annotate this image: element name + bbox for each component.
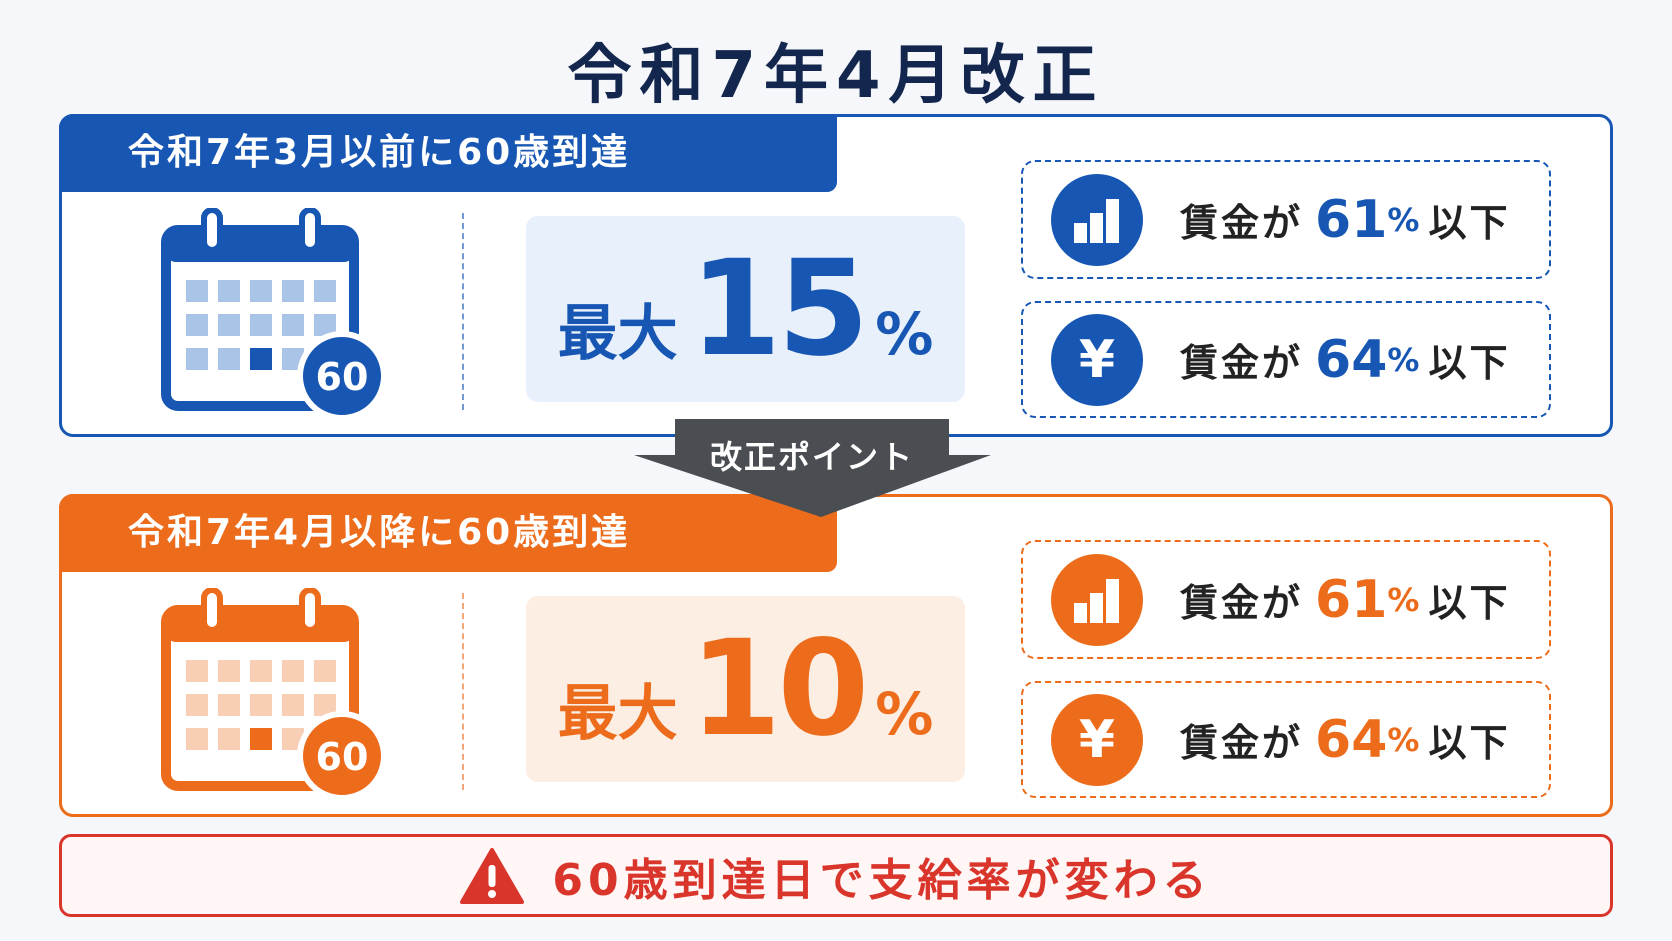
calendar-day: [282, 694, 304, 716]
calendar-header: [166, 230, 354, 262]
calendar-day: [186, 314, 208, 336]
rate-unit: %: [875, 680, 934, 748]
rate-value: 15: [689, 232, 870, 386]
bar-icon-bar: [1106, 198, 1119, 243]
condition-text: 賃金が 64% 以下: [1180, 303, 1510, 416]
calendar-day: [282, 314, 304, 336]
condition-unit: %: [1387, 200, 1423, 239]
calendar-day: [218, 314, 240, 336]
condition-prefix: 賃金が: [1180, 581, 1304, 625]
panel-heading: 令和7年3月以前に60歳到達: [59, 114, 837, 192]
condition-box: ¥ 賃金が 64% 以下: [1021, 301, 1551, 418]
title: 令和7年4月改正: [567, 39, 1105, 113]
rate-prefix: 最大: [557, 299, 678, 369]
calendar-ring: [201, 588, 223, 633]
calendar-day: [186, 280, 208, 302]
condition-text: 賃金が 64% 以下: [1180, 683, 1510, 796]
calendar-badge: [297, 331, 387, 421]
calendar-day: [250, 728, 272, 750]
calendar-day: [314, 660, 336, 682]
condition-unit: %: [1387, 720, 1423, 759]
calendar-day: [282, 280, 304, 302]
condition-suffix: 以下: [1428, 201, 1511, 245]
condition-text: 賃金が 61% 以下: [1180, 162, 1510, 277]
bar-icon-bar: [1090, 592, 1103, 623]
calendar-day: [250, 694, 272, 716]
calendar-header: [166, 610, 354, 642]
condition-text: 賃金が 61% 以下: [1180, 542, 1510, 657]
rate-box: 最大 15%: [526, 216, 965, 402]
calendar-day: [218, 348, 240, 370]
rate-prefix: 最大: [557, 679, 678, 749]
calendar-day: [250, 660, 272, 682]
condition-prefix: 賃金が: [1180, 201, 1304, 245]
calendar-ring: [201, 208, 223, 253]
panel-heading: 令和7年4月以降に60歳到達: [59, 494, 837, 572]
calendar-day: [250, 314, 272, 336]
condition-prefix: 賃金が: [1180, 341, 1304, 385]
rate-box: 最大 10%: [526, 596, 965, 782]
warning-icon: [460, 847, 525, 904]
condition-value: 61: [1315, 569, 1388, 630]
condition-value: 64: [1315, 709, 1388, 770]
condition-icon: [1051, 553, 1143, 646]
condition-unit: %: [1387, 580, 1423, 619]
condition-suffix: 以下: [1428, 341, 1511, 385]
calendar-day: [186, 728, 208, 750]
calendar-badge-text: 60: [316, 735, 369, 779]
condition-value: 64: [1315, 329, 1388, 390]
condition-unit: %: [1387, 340, 1423, 379]
calendar-ring: [299, 588, 321, 633]
bar-icon-bar: [1074, 602, 1087, 623]
notice-text: 60歳到達日で支給率が変わる: [552, 854, 1212, 906]
condition-icon: ¥: [1051, 693, 1143, 786]
calendar-day: [250, 348, 272, 370]
calendar-day: [186, 660, 208, 682]
calendar-day: [218, 728, 240, 750]
arrow-label: 改正ポイント: [709, 438, 914, 476]
condition-suffix: 以下: [1428, 581, 1511, 625]
calendar-day: [314, 314, 336, 336]
calendar-ring: [299, 208, 321, 253]
condition-suffix: 以下: [1428, 721, 1511, 765]
calendar-day: [282, 660, 304, 682]
calendar-day: [218, 280, 240, 302]
divider: [462, 593, 464, 790]
calendar-day: [250, 280, 272, 302]
bar-icon: [1074, 578, 1119, 623]
condition-box: ¥ 賃金が 64% 以下: [1021, 681, 1551, 798]
condition-value: 61: [1315, 189, 1388, 250]
calendar-day: [186, 694, 208, 716]
calendar-icon: 60: [161, 208, 387, 421]
divider: [462, 213, 464, 410]
calendar-badge-text: 60: [316, 355, 369, 399]
bar-icon-bar: [1090, 212, 1103, 243]
bar-icon: [1074, 198, 1119, 243]
rate-unit: %: [875, 300, 934, 368]
calendar-day: [314, 280, 336, 302]
calendar-day: [218, 694, 240, 716]
calendar-day: [186, 348, 208, 370]
calendar-icon: 60: [161, 588, 387, 801]
calendar-day: [314, 694, 336, 716]
condition-box: 賃金が 61% 以下: [1021, 540, 1551, 659]
condition-box: 賃金が 61% 以下: [1021, 160, 1551, 279]
rate-value: 10: [689, 612, 870, 766]
condition-icon: ¥: [1051, 313, 1143, 406]
notice: 60歳到達日で支給率が変わる: [59, 834, 1613, 917]
bar-icon-bar: [1074, 222, 1087, 243]
calendar-day: [218, 660, 240, 682]
condition-icon: [1051, 173, 1143, 266]
calendar-badge: [297, 711, 387, 801]
condition-prefix: 賃金が: [1180, 721, 1304, 765]
bar-icon-bar: [1106, 578, 1119, 623]
